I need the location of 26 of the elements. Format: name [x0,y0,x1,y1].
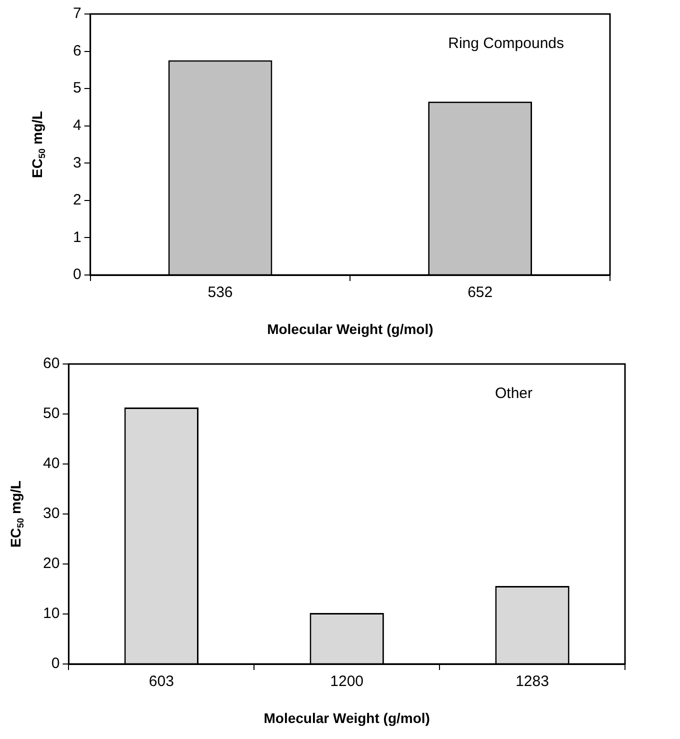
y-tick-label: 7 [73,5,82,22]
y-axis-title: EC50 mg/L [8,480,26,548]
y-tick-label: 60 [42,355,60,372]
x-axis-title: Molecular Weight (g/mol) [267,320,434,337]
y-tick-label: 0 [73,266,82,284]
y-tick-label: 50 [42,405,60,422]
x-axis-title: Molecular Weight (g/mol) [264,710,430,726]
y-tick-label: 2 [73,192,82,209]
x-tick-label: 603 [148,673,174,690]
y-axis-title: EC50 mg/L [29,110,48,178]
x-tick-label: 536 [208,284,233,302]
y-tick-label: 0 [51,655,60,672]
annotation: Ring Compounds [448,35,564,52]
y-tick-label: 20 [42,555,60,572]
y-tick-label: 10 [42,605,60,622]
y-tick-label: 40 [42,455,60,472]
x-tick-label: 1200 [330,673,364,690]
annotation: Other [494,385,532,402]
y-tick-label: 1 [73,228,82,246]
y-tick-label: 4 [73,117,82,134]
y-tick-label: 5 [73,80,82,97]
y-tick-label: 3 [73,154,82,172]
x-tick-label: 1283 [516,673,549,690]
y-tick-label: 30 [42,505,60,522]
y-tick-label: 6 [73,42,82,60]
x-tick-label: 652 [468,284,493,302]
